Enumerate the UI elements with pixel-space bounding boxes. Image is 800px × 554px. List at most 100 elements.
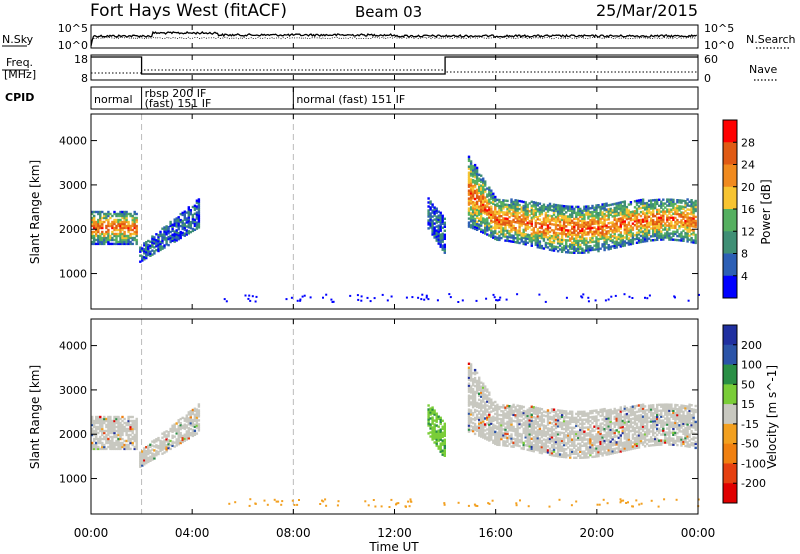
data-cell [99,435,102,439]
data-cell [161,432,164,435]
data-cell [357,298,360,301]
data-cell [512,214,515,218]
freq-label-line2: [MHz] [4,68,36,81]
data-cell [631,226,635,229]
data-cell [530,222,533,225]
data-cell [571,440,574,443]
data-cell [197,403,201,406]
data-cell [567,438,570,441]
data-cell [109,419,112,423]
data-cell [587,442,590,445]
data-cell [488,413,491,416]
data-cell [488,190,491,193]
data-cell [467,165,471,168]
data-cell [530,423,533,426]
data-cell [583,237,586,240]
data-cell [589,207,592,210]
data-cell [471,175,475,178]
data-cell [528,238,531,241]
data-cell [471,224,475,228]
data-cell [633,220,637,223]
data-cell [587,207,590,210]
data-cell [467,217,471,220]
data-cell [585,446,588,449]
data-cell [647,221,651,224]
data-cell [591,248,594,252]
data-cell [153,445,156,448]
data-cell [480,198,483,201]
data-cell [518,414,521,418]
data-cell [593,218,596,221]
data-cell [530,218,533,221]
freq-left-tick-top: 18 [74,53,88,66]
data-cell [571,426,574,429]
data-cell [125,429,128,433]
data-cell [613,433,616,437]
data-cell [177,224,180,227]
data-cell [518,426,521,430]
data-cell [526,426,529,429]
data-cell [195,213,199,216]
data-cell [599,434,602,437]
data-cell [569,221,572,224]
data-cell [482,193,485,196]
data-cell [494,207,497,211]
data-cell [443,448,446,451]
data-cell [571,412,574,415]
data-cell [508,233,511,237]
data-cell [658,232,661,235]
data-cell [107,433,110,437]
data-cell [654,238,657,242]
data-cell [133,224,136,228]
data-cell [486,410,489,413]
data-cell [431,418,434,421]
data-cell [609,442,612,445]
data-cell [488,198,491,201]
data-cell [433,423,436,426]
data-cell [522,405,525,409]
data-cell [593,443,596,446]
data-cell [471,169,475,172]
data-cell [585,245,588,248]
data-cell [560,425,564,429]
data-cell [538,222,542,225]
data-cell [621,238,624,242]
data-cell [223,298,226,301]
data-cell [581,223,584,226]
data-cell [469,375,473,378]
data-cell [185,416,188,419]
data-cell [552,440,556,443]
data-cell [512,224,515,228]
data-cell [123,224,126,228]
data-cell [567,420,570,423]
data-cell [546,220,550,223]
data-cell [585,223,588,226]
data-cell [429,417,432,420]
data-cell [585,207,588,210]
data-cell [645,211,649,215]
data-cell [649,203,653,206]
y-tick-label: 4000 [59,135,87,148]
data-cell [575,438,578,441]
data-cell [113,234,116,238]
data-cell [562,226,566,230]
data-cell [484,411,487,414]
data-cell [613,431,616,435]
data-cell [123,236,126,240]
data-cell [97,212,100,216]
data-cell [534,412,537,415]
data-cell [530,242,533,245]
data-cell [654,230,657,234]
data-cell [534,237,537,240]
data-cell [490,209,493,212]
data-cell [639,218,643,222]
data-cell [478,416,481,419]
data-cell [621,234,624,238]
data-cell [478,380,481,383]
data-cell [577,251,580,254]
data-cell [193,212,197,215]
data-cell [524,235,527,238]
freq-right-tick-top: 60 [704,53,718,66]
data-cell [93,443,96,447]
data-cell [91,218,94,222]
